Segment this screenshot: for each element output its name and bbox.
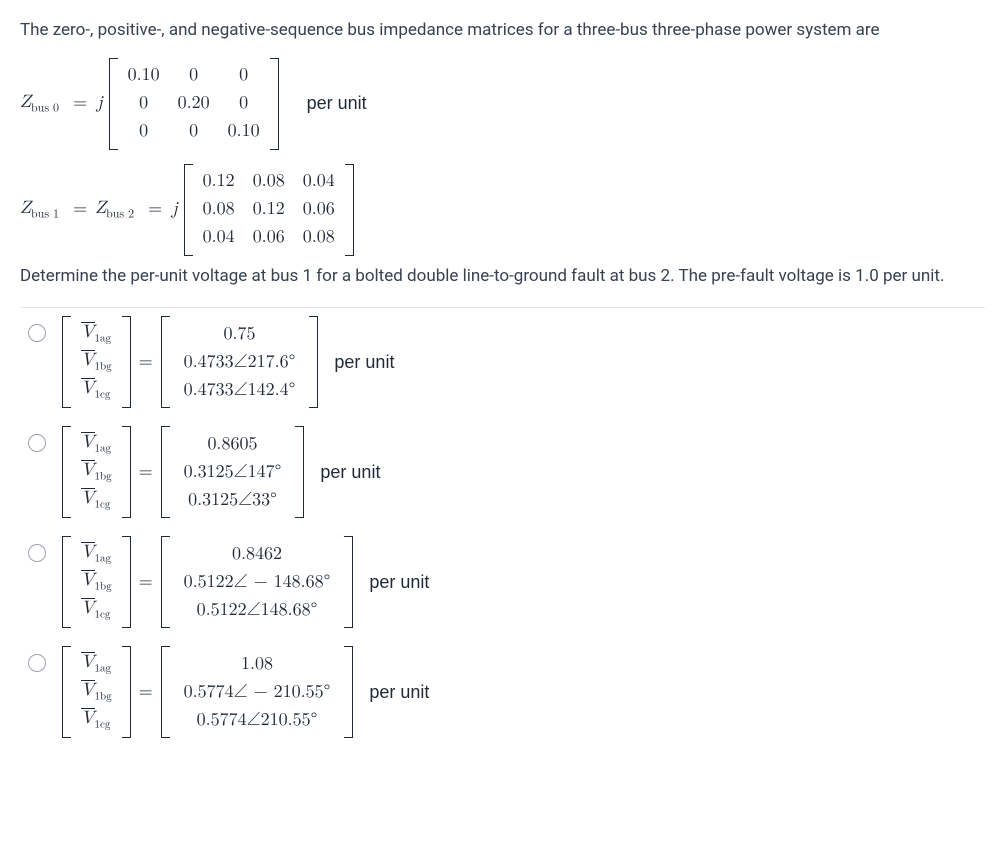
intro-line-1: The zero-, positive-, and negative-seque… (20, 18, 985, 44)
intro-line-2: Determine the per-unit voltage at bus 1 … (20, 264, 985, 290)
eq1-matrix: 0.1000 00.200 000.10 (109, 58, 279, 150)
eq2-matrix: 0.120.080.04 0.080.120.06 0.040.060.08 (184, 164, 354, 256)
radio-icon[interactable] (28, 434, 46, 452)
answer-option-3[interactable]: V1ag V1bg V1cg = 0.8462 0.5122∠ − 148.68… (20, 536, 985, 628)
vec-labels: V1ag V1bg V1cg (62, 316, 131, 408)
vec-labels: V1ag V1bg V1cg (62, 536, 131, 628)
eq2-lhs1: Zbus 1 (20, 195, 59, 224)
answer-option-4[interactable]: V1ag V1bg V1cg = 1.08 0.5774∠ − 210.55° … (20, 646, 985, 738)
problem-question: Determine the per-unit voltage at bus 1 … (20, 264, 985, 290)
divider (20, 307, 985, 308)
vec-labels: V1ag V1bg V1cg (62, 426, 131, 518)
option-3-values: 0.8462 0.5122∠ − 148.68° 0.5122∠148.68° (161, 536, 354, 628)
answer-option-1[interactable]: V1ag V1bg V1cg = 0.75 0.4733∠217.6° 0.47… (20, 316, 985, 408)
vec-labels: V1ag V1bg V1cg (62, 646, 131, 738)
answer-option-2[interactable]: V1ag V1bg V1cg = 0.8605 0.3125∠147° 0.31… (20, 426, 985, 518)
option-4-values: 1.08 0.5774∠ − 210.55° 0.5774∠210.55° (161, 646, 354, 738)
radio-icon[interactable] (28, 654, 46, 672)
equation-zbus0: Zbus 0 = j 0.1000 00.200 000.10 per unit (20, 58, 985, 150)
option-1-values: 0.75 0.4733∠217.6° 0.4733∠142.4° (161, 316, 319, 408)
radio-icon[interactable] (28, 544, 46, 562)
eq2-lhs2: Zbus 2 (95, 195, 134, 224)
eq1-per-unit: per unit (307, 90, 367, 117)
eq1-lhs: Zbus 0 (20, 89, 59, 118)
equation-zbus12: Zbus 1 = Zbus 2 = j 0.120.080.04 0.080.1… (20, 164, 985, 256)
option-2-values: 0.8605 0.3125∠147° 0.3125∠33° (161, 426, 305, 518)
problem-statement: The zero-, positive-, and negative-seque… (20, 18, 985, 44)
radio-icon[interactable] (28, 324, 46, 342)
answer-options: V1ag V1bg V1cg = 0.75 0.4733∠217.6° 0.47… (20, 316, 985, 738)
